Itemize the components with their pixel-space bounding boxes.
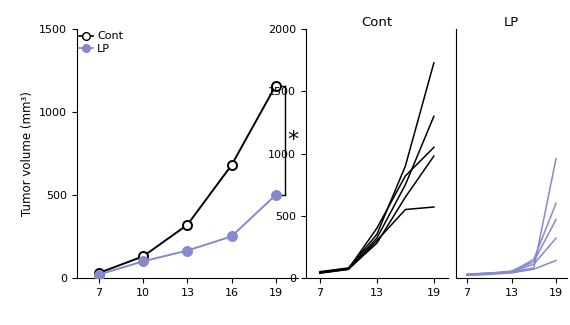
Text: *: * — [287, 130, 299, 150]
Legend: Cont, LP: Cont, LP — [79, 32, 123, 54]
Y-axis label: Tumor volume (mm³): Tumor volume (mm³) — [21, 91, 34, 216]
Title: LP: LP — [504, 16, 519, 29]
Title: Cont: Cont — [361, 16, 393, 29]
